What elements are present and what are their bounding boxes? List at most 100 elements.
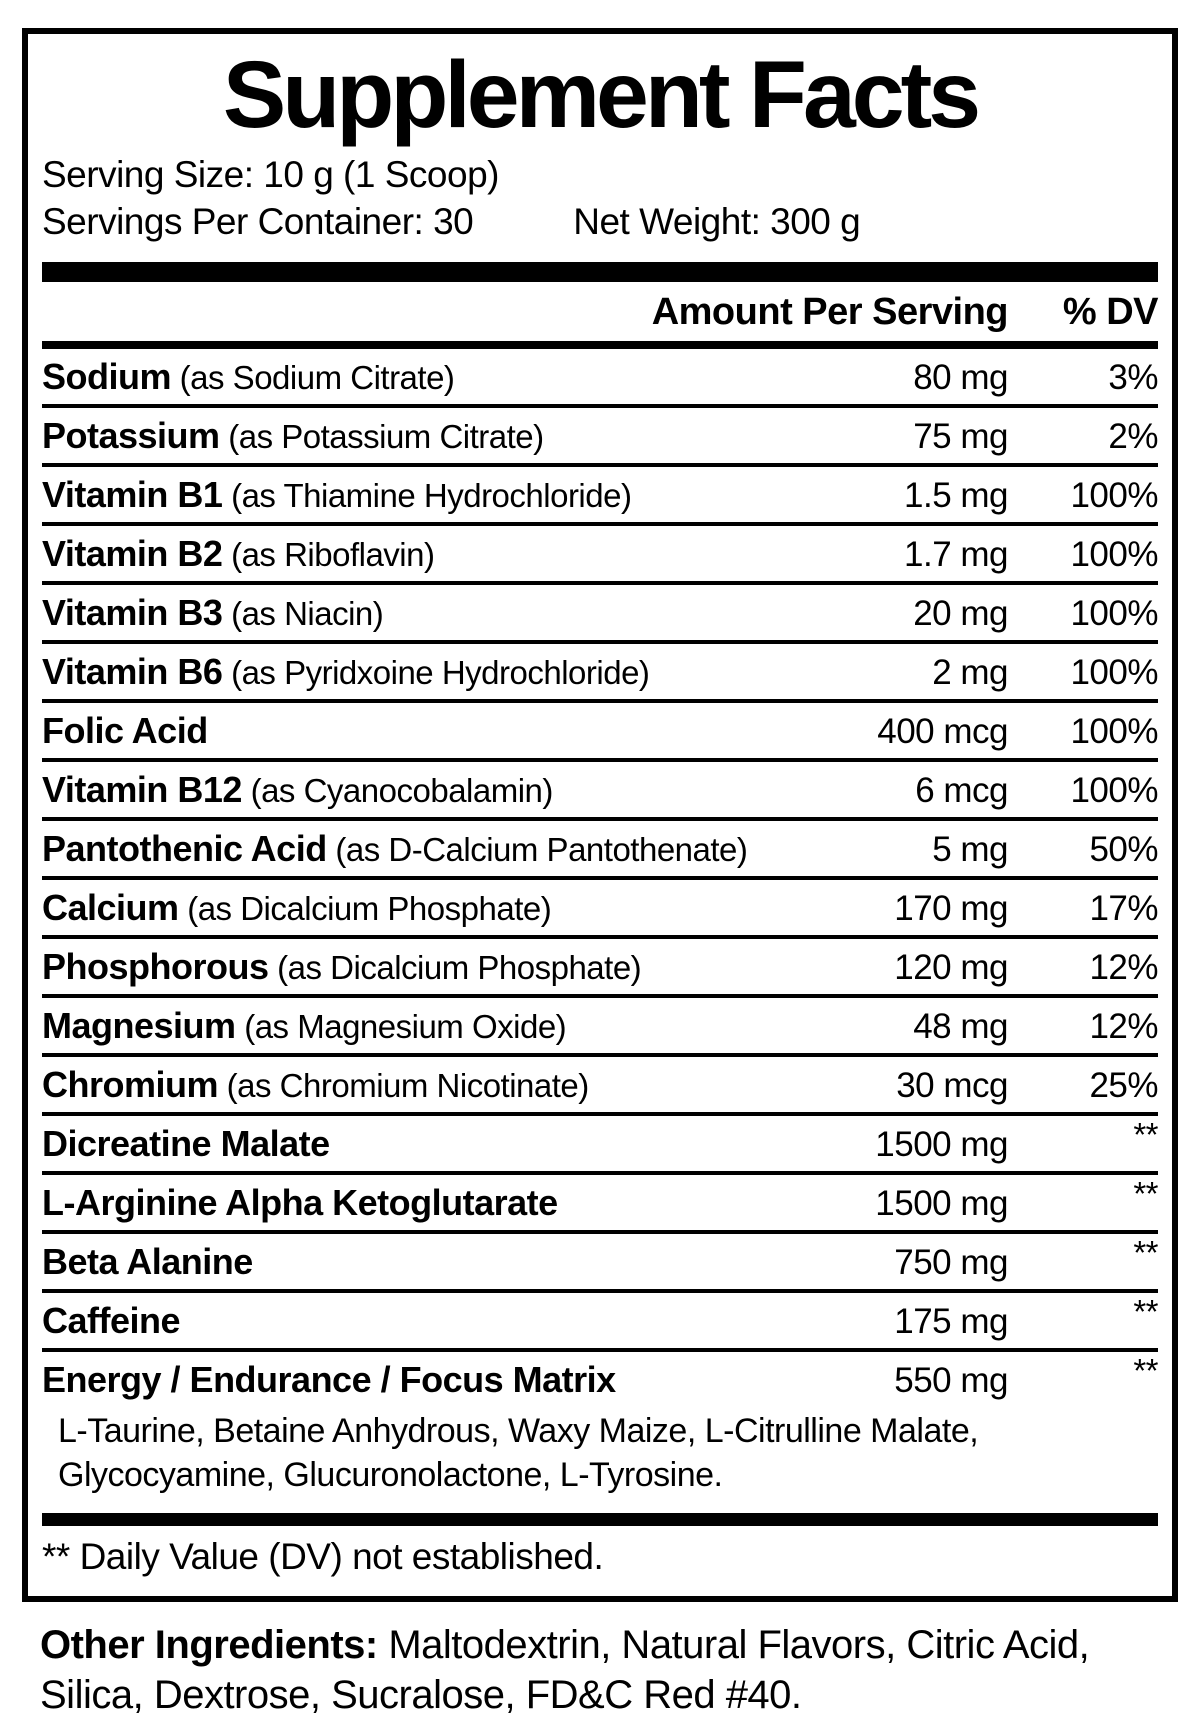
nutrient-name: Vitamin B12	[42, 768, 242, 810]
thick-divider-top	[42, 261, 1158, 282]
nutrient-dv: **	[1133, 1174, 1158, 1212]
nutrient-row: Phosphorous (as Dicalcium Phosphate) 120…	[42, 934, 1159, 994]
other-ingredients-label: Other Ingredients:	[40, 1622, 378, 1667]
nutrient-source-detail: (as Riboflavin)	[222, 535, 435, 573]
serving-size-line: Serving Size: 10 g (1 Scoop)	[42, 151, 1158, 198]
nutrient-source-detail: (as Magnesium Oxide)	[235, 1007, 567, 1045]
serving-size-text: Serving Size: 10 g (1 Scoop)	[42, 153, 499, 195]
nutrient-row: Vitamin B6 (as Pyridxoine Hydrochloride)…	[42, 639, 1159, 699]
nutrient-name: Caffeine	[42, 1299, 181, 1341]
nutrient-row: Magnesium (as Magnesium Oxide) 48 mg 12%	[42, 993, 1159, 1053]
nutrient-dv: 50%	[1089, 829, 1158, 869]
nutrient-amount: 5 mg	[932, 829, 1008, 869]
nutrient-name: Potassium	[42, 414, 220, 456]
nutrient-amount: 175 mg	[894, 1301, 1008, 1341]
nutrient-name-cell: Phosphorous (as Dicalcium Phosphate)	[42, 945, 818, 989]
nutrient-name-cell: Dicreatine Malate	[42, 1122, 818, 1166]
nutrient-amount: 6 mcg	[915, 770, 1008, 810]
nutrient-amount: 550 mg	[894, 1360, 1008, 1400]
nutrient-dv: 12%	[1089, 1006, 1158, 1046]
nutrient-row: Pantothenic Acid (as D-Calcium Pantothen…	[42, 816, 1159, 876]
nutrient-source-detail: (as D-Calcium Pantothenate)	[326, 830, 748, 868]
nutrient-name-cell: Folic Acid	[42, 709, 818, 753]
nutrient-amount: 1500 mg	[875, 1124, 1008, 1164]
nutrient-row: Calcium (as Dicalcium Phosphate) 170 mg …	[42, 875, 1159, 935]
nutrient-row: L-Arginine Alpha Ketoglutarate 1500 mg *…	[42, 1170, 1159, 1230]
nutrient-name-cell: Calcium (as Dicalcium Phosphate)	[42, 886, 818, 930]
nutrient-dv: 100%	[1070, 711, 1158, 751]
nutrient-name-cell: Vitamin B6 (as Pyridxoine Hydrochloride)	[42, 650, 818, 694]
nutrient-source-detail: (as Sodium Citrate)	[171, 358, 455, 396]
thick-divider-bottom	[42, 1512, 1158, 1526]
nutrient-amount: 20 mg	[913, 593, 1008, 633]
nutrient-dv: **	[1133, 1351, 1158, 1389]
nutrient-source-detail: (as Dicalcium Phosphate)	[178, 889, 552, 927]
nutrient-row: Caffeine 175 mg **	[42, 1288, 1159, 1348]
nutrient-amount: 75 mg	[913, 416, 1008, 456]
other-ingredients: Other Ingredients: Maltodextrin, Natural…	[40, 1620, 1168, 1720]
nutrient-row: Chromium (as Chromium Nicotinate) 30 mcg…	[42, 1052, 1159, 1112]
nutrient-name: Sodium	[42, 355, 172, 397]
nutrient-name: Folic Acid	[42, 709, 208, 751]
nutrient-row: Sodium (as Sodium Citrate) 80 mg 3%	[42, 349, 1159, 404]
nutrient-row: Potassium (as Potassium Citrate) 75 mg 2…	[42, 403, 1159, 463]
nutrient-name-cell: Vitamin B3 (as Niacin)	[42, 591, 818, 635]
nutrient-amount: 120 mg	[894, 947, 1008, 987]
nutrient-source-detail: (as Potassium Citrate)	[219, 417, 544, 455]
nutrient-amount: 1500 mg	[875, 1183, 1008, 1223]
nutrient-row: Vitamin B1 (as Thiamine Hydrochloride) 1…	[42, 462, 1159, 522]
nutrient-name: Energy / Endurance / Focus Matrix	[42, 1358, 616, 1400]
nutrient-name: Vitamin B3	[42, 591, 223, 633]
nutrient-row: Energy / Endurance / Focus Matrix 550 mg…	[42, 1347, 1159, 1407]
supplement-facts-panel: Supplement Facts Serving Size: 10 g (1 S…	[22, 28, 1178, 1602]
nutrient-name-cell: Sodium (as Sodium Citrate)	[42, 355, 818, 399]
nutrient-source-detail: (as Pyridxoine Hydrochloride)	[222, 653, 650, 691]
nutrient-name-cell: Vitamin B12 (as Cyanocobalamin)	[42, 768, 818, 812]
nutrient-name-cell: L-Arginine Alpha Ketoglutarate	[42, 1181, 818, 1225]
nutrient-name-cell: Potassium (as Potassium Citrate)	[42, 414, 818, 458]
servings-net-weight-line: Servings Per Container: 30 Net Weight: 3…	[42, 198, 1158, 245]
nutrient-dv: 17%	[1089, 888, 1158, 928]
nutrient-amount: 48 mg	[913, 1006, 1008, 1046]
nutrient-amount: 2 mg	[932, 652, 1008, 692]
nutrient-amount: 80 mg	[913, 357, 1008, 397]
nutrient-amount: 30 mcg	[896, 1065, 1008, 1105]
nutrient-amount: 1.7 mg	[904, 534, 1009, 574]
nutrient-name-cell: Chromium (as Chromium Nicotinate)	[42, 1063, 818, 1107]
nutrient-name: Vitamin B1	[42, 473, 223, 515]
nutrient-name: Dicreatine Malate	[42, 1122, 330, 1164]
nutrient-source-detail: (as Niacin)	[222, 594, 384, 632]
nutrient-name: Vitamin B2	[42, 532, 223, 574]
nutrient-source-detail: (as Cyanocobalamin)	[241, 771, 554, 809]
nutrient-row: Dicreatine Malate 1500 mg **	[42, 1111, 1159, 1171]
nutrient-dv: **	[1133, 1292, 1158, 1330]
nutrient-amount: 1.5 mg	[904, 475, 1009, 515]
nutrient-amount: 750 mg	[894, 1242, 1008, 1282]
nutrient-dv: 2%	[1108, 416, 1158, 456]
nutrient-name: Chromium	[42, 1063, 219, 1105]
dv-footnote: ** Daily Value (DV) not established.	[42, 1535, 604, 1577]
nutrient-name-cell: Vitamin B2 (as Riboflavin)	[42, 532, 818, 576]
nutrient-name-cell: Magnesium (as Magnesium Oxide)	[42, 1004, 818, 1048]
nutrient-dv: 100%	[1070, 534, 1158, 574]
nutrient-dv: 100%	[1070, 770, 1158, 810]
nutrient-row: Vitamin B12 (as Cyanocobalamin) 6 mcg 10…	[42, 757, 1159, 817]
nutrient-row: Beta Alanine 750 mg **	[42, 1229, 1159, 1289]
nutrient-name: Vitamin B6	[42, 650, 223, 692]
servings-per-container-text: Servings Per Container: 30	[42, 201, 474, 243]
nutrient-dv: 100%	[1070, 652, 1158, 692]
nutrient-dv: **	[1133, 1115, 1158, 1153]
nutrient-name: Beta Alanine	[42, 1240, 253, 1282]
nutrient-row: Vitamin B3 (as Niacin) 20 mg 100%	[42, 580, 1159, 640]
column-header-dv: % DV	[1062, 290, 1159, 333]
nutrient-name-cell: Caffeine	[42, 1299, 818, 1343]
nutrient-row: Vitamin B2 (as Riboflavin) 1.7 mg 100%	[42, 521, 1159, 581]
nutrient-dv: 100%	[1070, 475, 1158, 515]
nutrient-name-cell: Energy / Endurance / Focus Matrix	[42, 1358, 818, 1402]
nutrient-row: Folic Acid 400 mcg 100%	[42, 698, 1159, 758]
nutrient-name-cell: Pantothenic Acid (as D-Calcium Pantothen…	[42, 827, 818, 871]
matrix-sub-ingredients: L-Taurine, Betaine Anhydrous, Waxy Maize…	[58, 1411, 979, 1494]
nutrient-name: Calcium	[42, 886, 179, 928]
nutrient-name: Pantothenic Acid	[42, 827, 327, 869]
nutrient-name-cell: Beta Alanine	[42, 1240, 818, 1284]
